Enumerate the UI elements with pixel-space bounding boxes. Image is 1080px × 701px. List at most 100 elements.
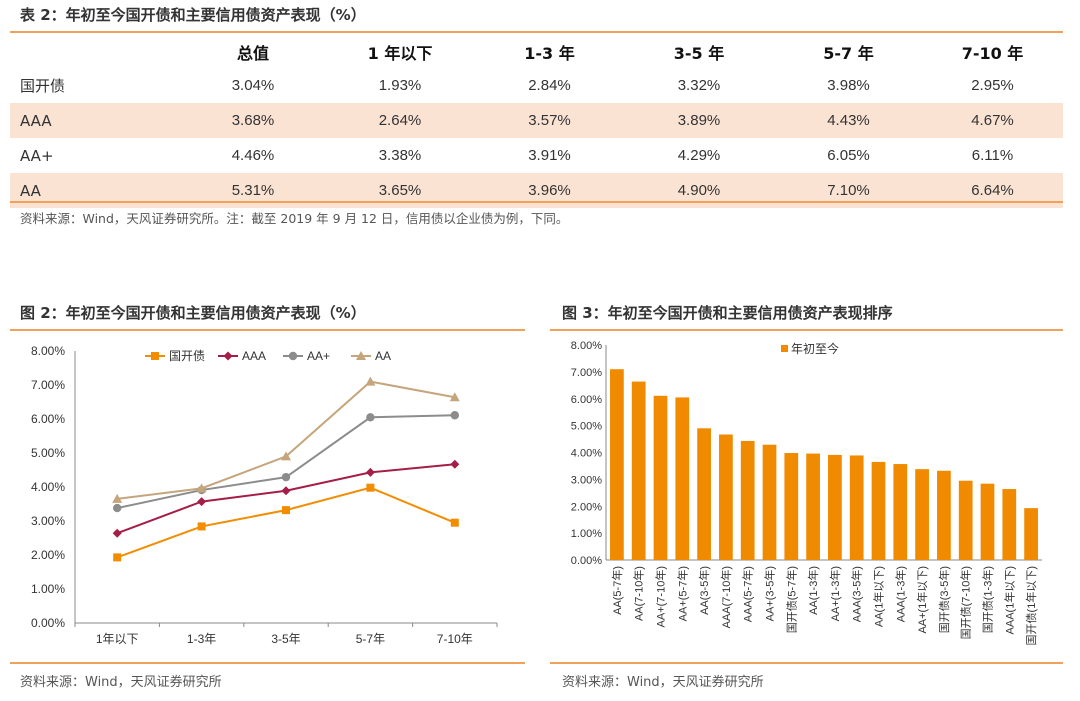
- legend-label: 年初至今: [791, 341, 839, 356]
- table-cell: 4.29%: [677, 147, 721, 164]
- x-tick-label: AA+(1-3年): [828, 566, 842, 621]
- x-tick-label: 国开债(7-10年): [959, 566, 973, 639]
- x-tick-label: AAA(7-10年): [719, 566, 733, 628]
- x-tick-label: 国开债(1年以下): [1024, 566, 1038, 645]
- table-cell: 3.68%: [182, 103, 324, 138]
- data-point: [281, 472, 291, 482]
- table-cell: 3.98%: [827, 77, 870, 94]
- row-label: AA+: [20, 146, 54, 165]
- bar: [806, 453, 820, 560]
- x-tick-label: 国开债(1-3年): [981, 566, 995, 633]
- header-cell: 5-7 年: [823, 44, 874, 63]
- table-cell: 2.95%: [971, 77, 1014, 94]
- bar: [893, 464, 908, 560]
- x-tick-label: AA(3-5年): [697, 566, 711, 615]
- legend-marker: [151, 352, 159, 360]
- legend-marker: [288, 351, 298, 361]
- table-bottom-rule: [10, 201, 1063, 203]
- y-tick-label: 7.00%: [31, 378, 65, 392]
- chart3-bottom-rule: [550, 662, 1063, 664]
- legend-marker: [223, 351, 233, 361]
- x-tick-label: AA+(1年以下): [915, 566, 929, 634]
- y-tick-label: 5.00%: [31, 446, 65, 460]
- bar: [697, 428, 711, 560]
- data-point: [365, 376, 376, 386]
- x-tick-label: AA(1-3年): [806, 566, 820, 615]
- x-tick-label: 5-7年: [356, 632, 385, 646]
- x-tick-label: AA+(3-5年): [763, 566, 777, 621]
- table-source-note: 资料来源：Wind，天风证券研究所。注：截至 2019 年 9 月 12 日，信…: [20, 211, 569, 226]
- table-row: AAA 3.68% 2.64% 3.57% 3.89% 4.43% 4.67%: [10, 103, 1063, 138]
- y-tick-label: 4.00%: [571, 448, 602, 460]
- legend-label: AA: [375, 349, 391, 363]
- bar-chart: 0.00% 1.00% 2.00% 3.00% 4.00% 5.00% 6.00% 7.00%…: [571, 340, 1042, 645]
- x-tick-label: 1年以下: [96, 632, 139, 646]
- y-tick-label: 3.00%: [31, 514, 65, 528]
- data-point: [197, 497, 207, 507]
- bar: [719, 434, 733, 560]
- table-row: AA+ 4.46% 3.38% 3.91% 4.29% 6.05% 6.11%: [10, 138, 1063, 173]
- y-tick-label: 2.00%: [31, 548, 65, 562]
- bar: [653, 395, 668, 560]
- data-point: [196, 483, 207, 493]
- y-tick-label: 1.00%: [571, 528, 602, 540]
- bar: [958, 480, 973, 560]
- bar: [849, 455, 864, 560]
- legend-label: AA+: [307, 349, 330, 363]
- x-tick-label: 国开债(3-5年): [937, 566, 951, 633]
- bar: [828, 454, 842, 560]
- x-tick-label: 1-3年: [187, 632, 216, 646]
- table-top-rule: [10, 31, 1063, 33]
- data-point: [366, 483, 375, 492]
- data-point: [281, 486, 291, 496]
- chart2-source: 资料来源：Wind，天风证券研究所: [20, 675, 222, 690]
- table-cell: 3.38%: [378, 147, 422, 164]
- chart3-top-rule: [550, 329, 1063, 331]
- bar: [915, 469, 929, 560]
- chart2-title: 图 2：年初至今国开债和主要信用债资产表现（%）: [20, 304, 366, 322]
- header-cell: 7-10 年: [961, 44, 1024, 63]
- table-cell: 3.89%: [623, 103, 775, 138]
- chart2-top-rule: [10, 329, 525, 331]
- data-point: [365, 467, 375, 477]
- x-tick-label: 3-5年: [271, 632, 300, 646]
- data-point: [450, 459, 460, 469]
- line-chart: 0.00% 1.00% 2.00% 3.00% 4.00% 5.00% 6.00% 7.00%…: [31, 344, 498, 646]
- table-title: 表 2：年初至今国开债和主要信用债资产表现（%）: [20, 6, 366, 24]
- y-tick-label: 2.00%: [571, 501, 602, 513]
- header-cell: 1 年以下: [367, 44, 433, 63]
- y-tick-label: 0.00%: [571, 555, 602, 567]
- data-point: [197, 522, 206, 531]
- y-tick-label: 3.00%: [571, 474, 602, 486]
- table-cell: 2.84%: [528, 77, 571, 94]
- x-tick-label: AAA(5-7年): [741, 566, 755, 622]
- table-cell: 4.67%: [922, 103, 1063, 138]
- bar: [937, 470, 951, 560]
- row-label: 国开债: [20, 77, 66, 95]
- y-tick-label: 7.00%: [571, 367, 602, 379]
- data-point: [366, 413, 375, 422]
- bar: [740, 440, 755, 560]
- x-tick-label: AA(7-10年): [632, 566, 646, 621]
- y-tick-label: 4.00%: [31, 480, 65, 494]
- y-tick-label: 0.00%: [31, 616, 65, 630]
- data-point: [113, 503, 122, 513]
- bar: [871, 461, 886, 560]
- table-cell: 6.05%: [827, 147, 870, 164]
- row-label: AAA: [10, 103, 182, 138]
- table-cell: 4.46%: [231, 147, 275, 164]
- data-point: [450, 411, 459, 420]
- data-point: [113, 553, 122, 562]
- legend-swatch: [781, 345, 788, 352]
- legend-marker: [356, 351, 366, 360]
- header-cell: 3-5 年: [673, 44, 725, 63]
- x-tick-label: AA(1年以下): [872, 566, 886, 627]
- data-point: [112, 493, 123, 503]
- x-tick-label: 7-10年: [437, 632, 473, 646]
- bar: [762, 444, 777, 560]
- x-tick-label: AAA(1-3年): [893, 566, 907, 622]
- x-tick-label: AAA(1年以下): [1002, 566, 1016, 634]
- x-tick-label: AAA(3-5年): [850, 566, 864, 622]
- legend-label: 国开债: [169, 349, 205, 363]
- y-tick-label: 8.00%: [31, 344, 65, 358]
